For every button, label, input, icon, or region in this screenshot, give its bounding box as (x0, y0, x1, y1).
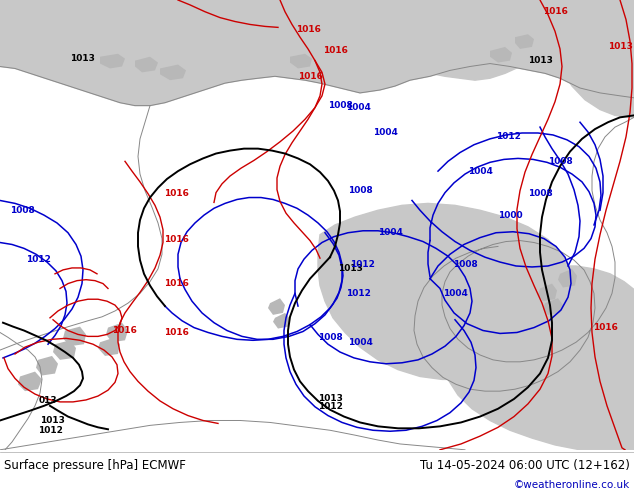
Text: 1013: 1013 (318, 394, 342, 403)
Polygon shape (135, 57, 158, 73)
Polygon shape (268, 298, 285, 315)
Text: Surface pressure [hPa] ECMWF: Surface pressure [hPa] ECMWF (4, 459, 186, 471)
Text: 1013: 1013 (527, 56, 552, 65)
Polygon shape (538, 284, 557, 301)
Text: 1012: 1012 (318, 402, 342, 411)
Text: 1016: 1016 (297, 72, 323, 81)
Text: 1000: 1000 (498, 211, 522, 220)
Polygon shape (100, 54, 125, 69)
Polygon shape (273, 313, 290, 329)
Text: 1012: 1012 (496, 132, 521, 142)
Text: 1016: 1016 (543, 7, 567, 16)
Text: 1012: 1012 (25, 255, 51, 264)
Text: 1004: 1004 (467, 167, 493, 175)
Polygon shape (0, 0, 634, 106)
Text: 1013: 1013 (39, 416, 65, 425)
Text: Tu 14-05-2024 06:00 UTC (12+162): Tu 14-05-2024 06:00 UTC (12+162) (420, 459, 630, 471)
Text: 1008: 1008 (548, 157, 573, 166)
Polygon shape (260, 0, 402, 78)
Text: 1016: 1016 (323, 47, 347, 55)
Text: 1013: 1013 (607, 43, 633, 51)
Text: 1004: 1004 (347, 338, 372, 347)
Text: 1008: 1008 (318, 333, 342, 342)
Text: 1008: 1008 (453, 260, 477, 269)
Text: 1013: 1013 (70, 54, 94, 63)
Text: 1016: 1016 (593, 323, 618, 332)
Text: 1016: 1016 (164, 235, 188, 244)
Text: 1008: 1008 (10, 206, 34, 215)
Text: 1008: 1008 (328, 101, 353, 110)
Text: 1008: 1008 (347, 186, 372, 195)
Polygon shape (36, 356, 58, 375)
Polygon shape (543, 298, 563, 315)
Polygon shape (160, 65, 186, 80)
Text: 1016: 1016 (164, 328, 188, 337)
Text: 1013: 1013 (337, 265, 363, 273)
Polygon shape (318, 203, 575, 379)
Text: 1004: 1004 (373, 127, 398, 137)
Text: 1008: 1008 (527, 189, 552, 198)
Text: 1004: 1004 (346, 103, 370, 112)
Text: 1012: 1012 (346, 289, 370, 298)
Text: 1016: 1016 (164, 189, 188, 198)
Text: ©weatheronline.co.uk: ©weatheronline.co.uk (514, 480, 630, 490)
Polygon shape (63, 327, 86, 346)
Polygon shape (106, 323, 128, 342)
Text: 1004: 1004 (378, 228, 403, 237)
Text: 1016: 1016 (112, 326, 136, 335)
Text: 1016: 1016 (164, 279, 188, 288)
Polygon shape (558, 269, 577, 288)
Text: 1012: 1012 (349, 260, 375, 269)
Polygon shape (53, 340, 76, 360)
Polygon shape (490, 47, 512, 63)
Polygon shape (550, 0, 634, 117)
Text: 1012: 1012 (37, 426, 62, 435)
Polygon shape (290, 54, 312, 69)
Polygon shape (18, 371, 42, 391)
Polygon shape (98, 338, 120, 356)
Polygon shape (175, 0, 634, 80)
Text: 1016: 1016 (295, 25, 320, 34)
Text: 1004: 1004 (443, 289, 467, 298)
Polygon shape (515, 34, 534, 49)
Polygon shape (440, 266, 634, 450)
Text: 013: 013 (39, 396, 57, 405)
